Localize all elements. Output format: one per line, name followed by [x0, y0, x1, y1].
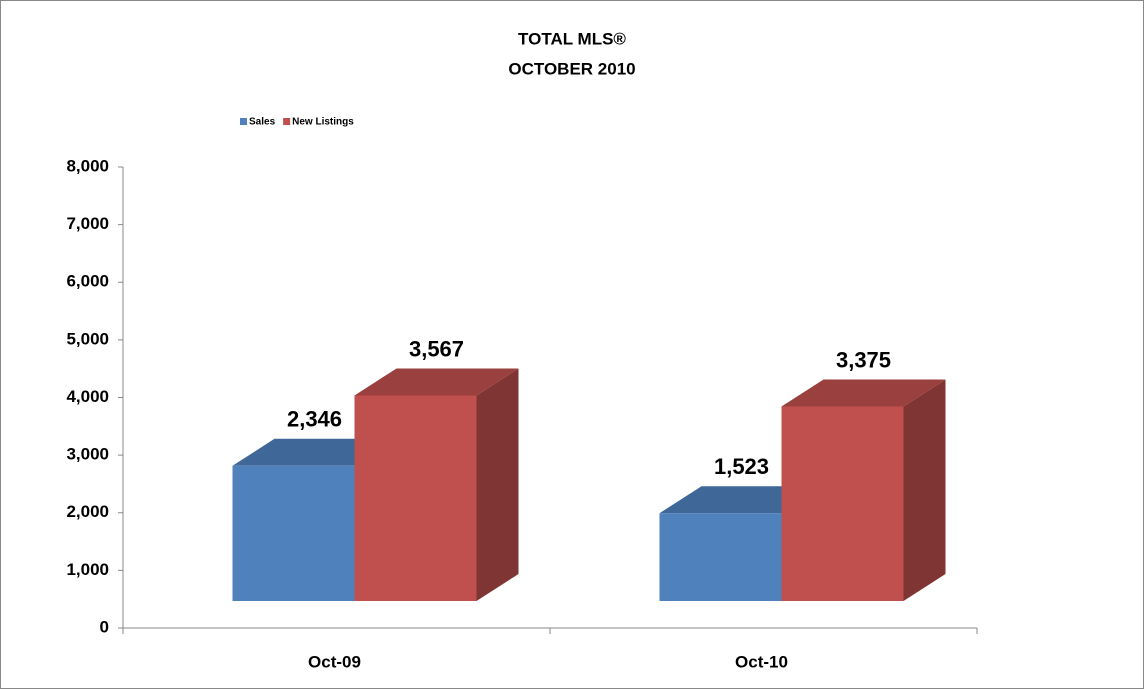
y-tick-label: 6,000 [66, 272, 109, 291]
y-tick-label: 0 [100, 617, 109, 636]
legend-label: New Listings [292, 117, 354, 128]
value-label: 1,523 [714, 454, 769, 479]
bar [781, 406, 904, 601]
y-tick-label: 5,000 [66, 329, 109, 348]
bar-side [476, 368, 519, 601]
legend-swatch [283, 118, 291, 125]
bar [659, 513, 782, 601]
bar [354, 395, 477, 601]
y-tick-label: 2,000 [66, 502, 109, 521]
legend-label: Sales [249, 117, 276, 128]
value-label: 3,375 [836, 347, 891, 372]
bar-top [354, 368, 519, 396]
x-tick-label: Oct-10 [735, 652, 788, 671]
bar [232, 465, 355, 601]
value-label: 3,567 [409, 336, 464, 361]
y-tick-label: 1,000 [66, 560, 109, 579]
chart-subtitle: OCTOBER 2010 [508, 59, 635, 78]
x-tick-label: Oct-09 [308, 652, 361, 671]
legend-swatch [240, 118, 247, 125]
chart-title: TOTAL MLS® [518, 29, 626, 48]
y-tick-label: 3,000 [66, 445, 109, 464]
bar-top [781, 379, 946, 407]
bar-side [903, 379, 946, 601]
value-label: 2,346 [287, 407, 342, 432]
y-tick-label: 7,000 [66, 214, 109, 233]
y-tick-label: 4,000 [66, 387, 109, 406]
y-tick-label: 8,000 [66, 156, 109, 175]
